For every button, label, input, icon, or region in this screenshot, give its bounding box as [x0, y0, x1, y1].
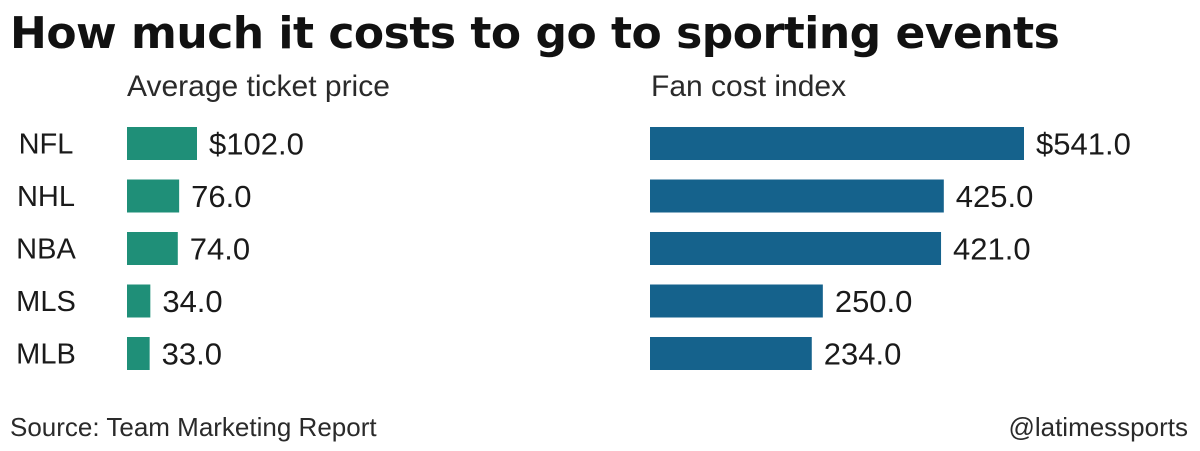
fan-bar-mls [650, 284, 823, 318]
ticket-bar-mlb [127, 337, 150, 370]
ticket-bar-mls [127, 284, 151, 318]
category-label-mlb: MLB [16, 339, 76, 371]
fan-value-label-nfl: $541.0 [1036, 127, 1131, 162]
category-label-nba: NBA [16, 234, 76, 266]
ticket-bar-nba [127, 232, 178, 265]
ticket-bar-nhl [127, 179, 180, 213]
fan-value-label-nba: 421.0 [953, 232, 1031, 267]
chart-title: How much it costs to go to sporting even… [10, 8, 1060, 59]
ticket-bar-nfl [127, 127, 197, 160]
fan-bar-nba [650, 232, 942, 265]
fan-value-label-mls: 250.0 [835, 284, 913, 319]
category-label-nhl: NHL [17, 181, 75, 213]
ticket-value-label-nhl: 76.0 [191, 179, 251, 214]
source-note: Source: Team Marketing Report [10, 412, 377, 442]
ticket-value-label-nba: 74.0 [190, 232, 250, 267]
fan-bar-nfl [650, 127, 1024, 160]
fan-value-label-mlb: 234.0 [824, 337, 902, 372]
ticket-value-label-nfl: $102.0 [209, 127, 304, 162]
credit-note: @latimessports [1008, 412, 1188, 442]
ticket-value-label-mls: 34.0 [162, 284, 222, 319]
fan-bar-mlb [650, 337, 812, 370]
ticket-value-label-mlb: 33.0 [162, 337, 222, 372]
fan-bar-nhl [650, 179, 944, 213]
fan-cost-panel-title: Fan cost index [651, 70, 847, 103]
fan-value-label-nhl: 425.0 [956, 179, 1034, 214]
category-label-mls: MLS [16, 286, 76, 318]
category-label-nfl: NFL [19, 129, 74, 161]
ticket-price-panel-title: Average ticket price [127, 70, 390, 103]
